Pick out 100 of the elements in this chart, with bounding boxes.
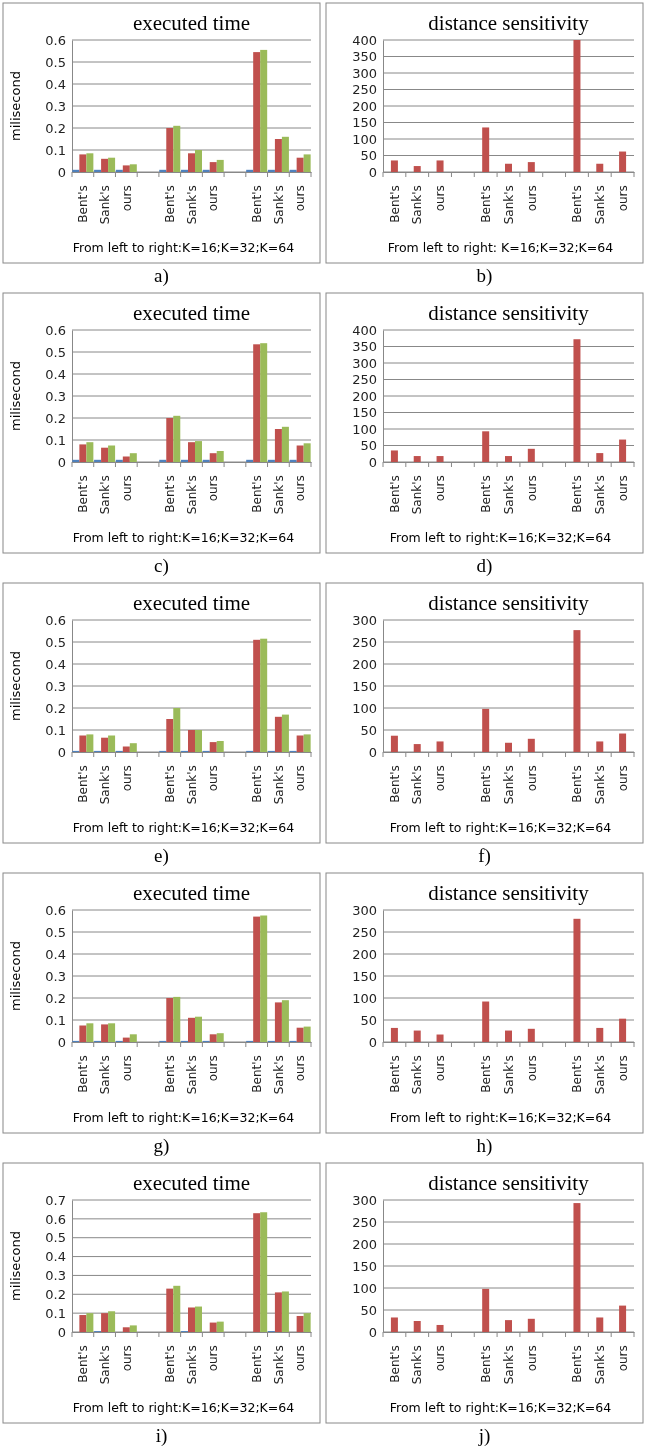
bar <box>173 708 181 752</box>
chart-title: distance sensitivity <box>428 1171 590 1195</box>
x-tick-label: Sank's <box>97 1055 112 1095</box>
bar <box>188 442 195 462</box>
y-tick-label: 150 <box>352 678 377 694</box>
x-tick-label: ours <box>615 185 630 212</box>
text: e) <box>154 845 169 867</box>
y-tick-label: 0.2 <box>45 410 66 426</box>
x-tick-label: Sank's <box>271 1055 286 1095</box>
x-tick-label: Sank's <box>501 765 516 805</box>
bar <box>246 459 254 462</box>
bar <box>390 1317 398 1332</box>
y-tick-label: 400 <box>352 322 377 338</box>
bar <box>246 169 254 172</box>
bar <box>274 716 282 752</box>
bar <box>619 1305 627 1332</box>
bar <box>173 415 181 462</box>
x-axis-title: From left to right:K=16;K=32;K=64 <box>72 1400 295 1415</box>
bar <box>79 444 87 462</box>
y-tick-label: 0.1 <box>45 1305 66 1321</box>
bar <box>122 165 130 172</box>
y-tick-label: 200 <box>352 656 377 672</box>
bar <box>79 1025 87 1042</box>
y-tick-label: 50 <box>360 438 377 454</box>
bar <box>209 162 217 172</box>
bar <box>413 456 421 462</box>
bar <box>596 741 604 752</box>
x-tick-label: ours <box>524 1055 539 1082</box>
bar <box>281 1291 289 1332</box>
x-tick-label: ours <box>433 765 448 792</box>
bar <box>289 459 297 462</box>
bar <box>129 743 137 752</box>
bar <box>505 1320 512 1332</box>
x-tick-label: Bent's <box>249 1345 264 1383</box>
x-tick-label: Bent's <box>570 185 585 223</box>
bar <box>253 639 261 752</box>
bar <box>527 1028 535 1042</box>
x-tick-label: Sank's <box>592 1345 607 1385</box>
bar <box>216 1321 224 1332</box>
bar <box>505 742 512 752</box>
bar <box>94 459 102 462</box>
x-tick-label: Sank's <box>410 1345 425 1385</box>
bar <box>108 445 116 462</box>
y-tick-label: 0 <box>57 454 66 470</box>
bar <box>573 40 581 172</box>
x-axis-title: From left to right:K=16;K=32;K=64 <box>389 1400 612 1415</box>
bar <box>596 1317 604 1332</box>
bar <box>108 1311 116 1332</box>
bar <box>108 1023 116 1042</box>
bar <box>390 735 398 752</box>
bar <box>216 741 224 752</box>
bar <box>390 1027 398 1042</box>
bar <box>173 996 181 1042</box>
y-tick-label: 250 <box>352 1214 377 1230</box>
x-tick-label: Bent's <box>162 475 177 513</box>
bar <box>101 158 109 172</box>
x-tick-label: Sank's <box>97 185 112 225</box>
y-tick-label: 0.4 <box>45 76 66 92</box>
bar <box>260 638 268 752</box>
y-tick-label: 200 <box>352 98 377 114</box>
x-tick-label: Bent's <box>76 1055 91 1093</box>
bar <box>129 453 137 462</box>
x-tick-label: ours <box>293 765 308 792</box>
x-tick-label: ours <box>206 1345 221 1372</box>
bar <box>86 1023 94 1042</box>
x-tick-label: ours <box>615 765 630 792</box>
bar <box>195 1306 202 1332</box>
y-tick-label: 150 <box>352 1258 377 1274</box>
x-tick-label: Sank's <box>184 1345 199 1385</box>
bar <box>281 1000 289 1042</box>
x-tick-label: Bent's <box>478 765 493 803</box>
x-tick-label: Bent's <box>570 1055 585 1093</box>
x-tick-label: Bent's <box>76 185 91 223</box>
x-tick-label: Bent's <box>570 475 585 513</box>
chart-title: executed time <box>132 301 251 325</box>
x-tick-label: Sank's <box>271 765 286 805</box>
bar <box>413 744 421 752</box>
y-tick-label: 0.6 <box>45 1211 66 1227</box>
y-axis-title: milisecond <box>8 361 23 431</box>
y-axis-title: milisecond <box>8 651 23 721</box>
y-tick-label: 0.4 <box>45 656 66 672</box>
bar <box>390 450 398 462</box>
y-tick-label: 0.3 <box>45 98 66 114</box>
bar <box>436 1324 444 1332</box>
y-axis-title: milisecond <box>8 941 23 1011</box>
x-tick-label: Sank's <box>271 475 286 515</box>
bar <box>209 1322 217 1332</box>
y-tick-label: 150 <box>352 405 377 421</box>
y-tick-label: 0.4 <box>45 366 66 382</box>
bar <box>505 456 512 462</box>
x-tick-label: Sank's <box>271 1345 286 1385</box>
y-tick-label: 0.6 <box>45 32 66 48</box>
y-tick-label: 150 <box>352 115 377 131</box>
x-axis-title: From left to right:K=16;K=32;K=64 <box>389 530 612 545</box>
chart-title: executed time <box>132 1171 251 1195</box>
bar <box>436 160 444 172</box>
y-tick-label: 0 <box>368 1034 377 1050</box>
bar <box>122 456 130 462</box>
bar <box>181 169 188 172</box>
y-tick-label: 300 <box>352 1192 377 1208</box>
